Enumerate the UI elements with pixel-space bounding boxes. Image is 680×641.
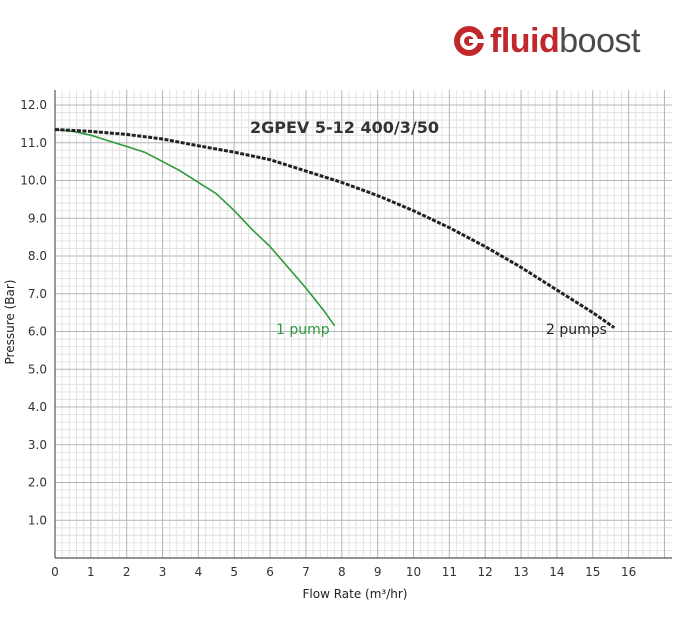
series-label-2-pumps: 2 pumps [546, 322, 607, 338]
x-tick-label: 6 [266, 565, 274, 579]
logo-text-bold: fluid [490, 22, 560, 60]
series-line-2-pumps [54, 128, 616, 329]
y-tick-label: 11.0 [20, 136, 47, 150]
axes [54, 90, 672, 559]
y-tick-label: 5.0 [28, 362, 47, 376]
y-axis-title: Pressure (Bar) [3, 280, 17, 365]
y-tick-label: 10.0 [20, 174, 47, 188]
y-tick-label: 9.0 [28, 211, 47, 225]
y-tick-label: 6.0 [28, 325, 47, 339]
x-tick-label: 12 [478, 565, 493, 579]
y-axis-ticks: 1.0 2.0 3.0 4.0 5.0 6.0 7.0 8.0 9.0 10.0 11.0 12.0 [20, 98, 47, 527]
logo-text-light: boost [559, 22, 640, 60]
x-tick-label: 0 [51, 565, 59, 579]
x-tick-label: 4 [195, 565, 203, 579]
logo-text: fluidboost [490, 24, 640, 58]
y-tick-label: 1.0 [28, 513, 47, 527]
x-axis-ticks: 0 1 2 3 4 5 6 7 8 9 10 11 12 13 14 15 16 [51, 565, 636, 579]
series-lines [54, 128, 616, 329]
x-tick-label: 5 [230, 565, 238, 579]
x-tick-label: 10 [406, 565, 421, 579]
x-tick-label: 15 [585, 565, 600, 579]
x-tick-label: 2 [123, 565, 131, 579]
y-tick-label: 4.0 [28, 400, 47, 414]
chart-title: 2GPEV 5-12 400/3/50 [250, 118, 439, 137]
y-tick-label: 2.0 [28, 476, 47, 490]
fluidboost-logo-icon [454, 26, 486, 56]
grid-minor [55, 90, 672, 558]
series-line-1-pump [54, 128, 336, 327]
x-tick-label: 13 [513, 565, 528, 579]
x-tick-label: 7 [302, 565, 310, 579]
x-tick-label: 14 [549, 565, 564, 579]
x-tick-label: 1 [87, 565, 95, 579]
x-tick-label: 11 [442, 565, 457, 579]
grid-major [55, 90, 672, 558]
x-tick-label: 8 [338, 565, 346, 579]
x-tick-label: 9 [374, 565, 382, 579]
x-tick-label: 3 [159, 565, 167, 579]
series-label-1-pump: 1 pump [276, 322, 330, 338]
y-tick-label: 7.0 [28, 287, 47, 301]
x-tick-label: 16 [621, 565, 636, 579]
y-tick-label: 8.0 [28, 249, 47, 263]
y-tick-label: 3.0 [28, 438, 47, 452]
y-tick-label: 12.0 [20, 98, 47, 112]
fluidboost-logo: fluidboost [452, 20, 640, 62]
x-axis-title: Flow Rate (m³/hr) [303, 587, 408, 601]
